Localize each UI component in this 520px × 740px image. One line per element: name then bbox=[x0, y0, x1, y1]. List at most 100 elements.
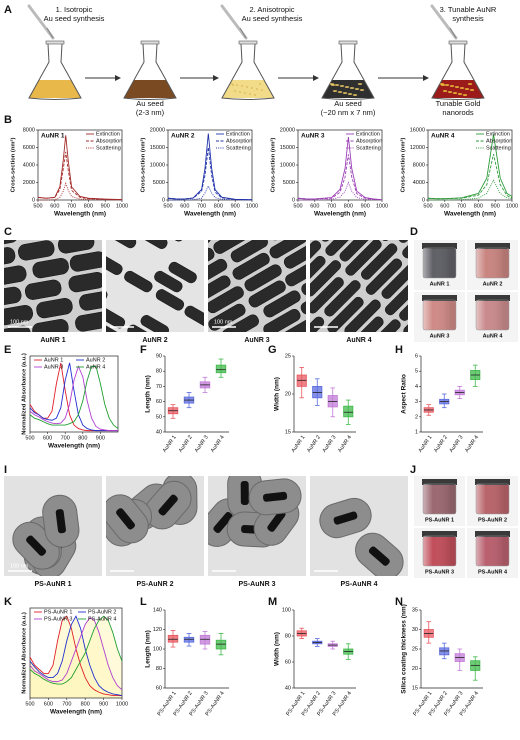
flask-liquid bbox=[124, 80, 176, 98]
legend-label: AuNR 3 bbox=[44, 364, 63, 370]
y-tick-label: 8000 bbox=[413, 162, 425, 168]
rod bbox=[184, 305, 204, 328]
photo-label: PS-AuNR 3 bbox=[425, 569, 454, 575]
rod bbox=[0, 390, 10, 412]
y-tick-label: 2000 bbox=[23, 180, 35, 186]
rod bbox=[232, 252, 270, 280]
flask-glass bbox=[431, 43, 485, 100]
y-tick-label: 20000 bbox=[280, 127, 295, 133]
box bbox=[296, 627, 307, 639]
vial-glass bbox=[422, 535, 457, 567]
vial-photo: PS-AuNR 3 bbox=[414, 528, 465, 578]
panel-label: N bbox=[395, 596, 403, 608]
rod bbox=[208, 275, 231, 303]
box bbox=[439, 642, 450, 660]
rod bbox=[277, 319, 306, 332]
box bbox=[327, 387, 338, 418]
rod bbox=[4, 286, 22, 307]
rod bbox=[334, 148, 374, 188]
particle bbox=[342, 92, 348, 94]
particle bbox=[254, 94, 256, 96]
line-chart: 500 600 700 800 900 Wavelength (nm) Normalized… bbox=[22, 353, 119, 450]
series-line bbox=[428, 179, 513, 201]
vial-glass bbox=[475, 483, 510, 515]
product-label: Tunable Gold bbox=[436, 99, 481, 108]
vial-photo: PS-AuNR 4 bbox=[467, 528, 518, 578]
tem-image bbox=[4, 476, 102, 576]
rod bbox=[208, 286, 244, 314]
legend: PS-AuNR 1 PS-AuNR 2 PS-AuNR 3 PS-AuNR 4 bbox=[34, 609, 116, 622]
series-line bbox=[29, 365, 119, 429]
line-chart: 500 600 700 800 900 1000 Wavelength (nm) Normal… bbox=[22, 607, 128, 716]
legend-label: AuNR 1 bbox=[44, 357, 63, 363]
rod bbox=[10, 383, 48, 405]
tem-caption: PS-AuNR 4 bbox=[341, 581, 378, 588]
vial-photo: AuNR 3 bbox=[414, 292, 465, 342]
y-tick-label: 6000 bbox=[23, 145, 35, 151]
chart-title: AuNR 1 bbox=[41, 133, 65, 140]
y-tick-label: 20000 bbox=[150, 127, 165, 133]
x-tick-label: 800 bbox=[84, 203, 93, 209]
rod bbox=[327, 296, 364, 332]
y-axis-label: Width (nm) bbox=[274, 377, 281, 411]
tem-image bbox=[106, 240, 204, 332]
rod bbox=[222, 330, 263, 360]
x-tick-label: 1000 bbox=[116, 701, 128, 707]
box-body bbox=[343, 405, 354, 418]
rod bbox=[263, 308, 301, 332]
flask-rim bbox=[45, 40, 65, 45]
particle bbox=[334, 84, 340, 86]
y-tick-label: 80 bbox=[156, 369, 162, 375]
flask-rim bbox=[338, 40, 358, 45]
rod bbox=[310, 255, 326, 293]
y-axis-label: Width (nm) bbox=[274, 632, 281, 666]
pipette-tip bbox=[449, 27, 457, 39]
x-tick-label: 600 bbox=[43, 435, 52, 441]
x-tick-label: 700 bbox=[61, 435, 70, 441]
particle bbox=[259, 83, 261, 85]
line-chart: 500 600 700 800 900 100005000100001500020000A… bbox=[140, 127, 259, 217]
y-axis-label: Normalized Absorbance (a.u.) bbox=[22, 612, 28, 694]
vial-photo: PS-AuNR 2 bbox=[467, 476, 518, 526]
series-line bbox=[29, 615, 123, 696]
box bbox=[312, 638, 323, 647]
vial-photo: AuNR 2 bbox=[467, 240, 518, 290]
box bbox=[454, 385, 465, 399]
series-line bbox=[29, 615, 123, 685]
x-tick-label: 800 bbox=[344, 203, 353, 209]
x-tick-label: 1000 bbox=[246, 203, 258, 209]
scale-label: 100 nm bbox=[10, 319, 29, 325]
y-tick-label: 70 bbox=[156, 384, 162, 390]
rod bbox=[364, 319, 401, 332]
rod bbox=[283, 241, 306, 269]
x-tick-label: AuNR 4 bbox=[210, 435, 226, 454]
y-tick-label: 1 bbox=[415, 429, 418, 435]
rod bbox=[402, 240, 408, 259]
series-line bbox=[297, 154, 383, 201]
x-tick-label: 600 bbox=[50, 203, 59, 209]
y-axis-label: Cross-section (nm²) bbox=[400, 138, 407, 193]
legend-label: Extinction bbox=[226, 131, 250, 137]
rod bbox=[116, 508, 135, 530]
box bbox=[343, 399, 354, 425]
rod bbox=[324, 280, 361, 317]
x-tick-label: 700 bbox=[327, 203, 336, 209]
step-label: 3. Tunable AuNR bbox=[440, 5, 497, 14]
y-tick-label: 0 bbox=[162, 197, 165, 203]
rod bbox=[168, 261, 197, 284]
particle bbox=[344, 86, 350, 88]
rod bbox=[365, 258, 403, 295]
vial-photo: AuNR 1 bbox=[414, 240, 465, 290]
rod bbox=[325, 240, 362, 256]
y-tick-label: 80 bbox=[156, 666, 162, 672]
pipette-body bbox=[220, 4, 248, 40]
x-tick-label: 500 bbox=[25, 701, 34, 707]
particle bbox=[234, 90, 236, 92]
panel-label: I bbox=[4, 464, 7, 476]
x-tick-label: AuNR 3 bbox=[322, 435, 338, 454]
scale-label: 100 nm bbox=[214, 319, 233, 325]
y-axis-label: Silica coating thickness (nm) bbox=[401, 604, 408, 694]
particle bbox=[251, 87, 253, 89]
rod bbox=[333, 511, 358, 525]
